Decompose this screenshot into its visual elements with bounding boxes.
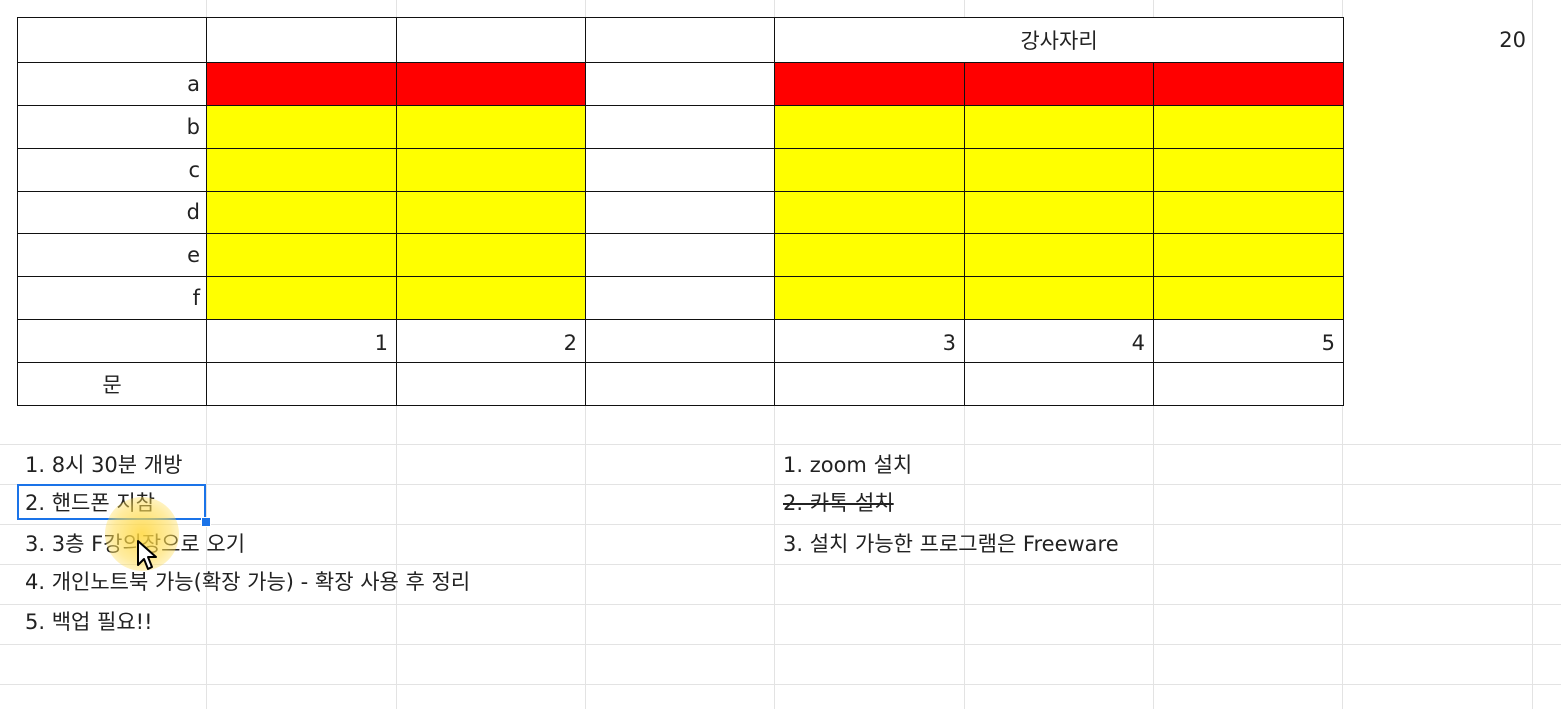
door-label[interactable]: 문: [17, 362, 207, 406]
cell[interactable]: [774, 362, 965, 406]
cell[interactable]: [206, 362, 397, 406]
count-cell[interactable]: 20: [1499, 28, 1526, 52]
seat-cell[interactable]: [396, 190, 586, 235]
note-cell[interactable]: 3. 설치 가능한 프로그램은 Freeware: [783, 532, 1119, 556]
seat-cell[interactable]: [964, 61, 1154, 106]
seat-cell[interactable]: [206, 190, 397, 235]
fill-handle[interactable]: [201, 517, 211, 527]
seat-cell[interactable]: [206, 233, 397, 278]
column-number[interactable]: 2: [396, 319, 586, 364]
seat-cell[interactable]: [964, 104, 1154, 149]
instructor-seat-label[interactable]: 강사자리: [773, 17, 1345, 63]
row-label[interactable]: b: [17, 104, 207, 149]
seat-row-d: d: [17, 190, 1345, 235]
seat-cell[interactable]: [774, 147, 965, 192]
row-label[interactable]: d: [17, 190, 207, 235]
seat-cell[interactable]: [964, 190, 1154, 235]
seat-cell[interactable]: [964, 276, 1154, 321]
row-label[interactable]: c: [17, 147, 207, 192]
seat-cell[interactable]: [396, 147, 586, 192]
cell[interactable]: [17, 17, 207, 63]
column-number[interactable]: 3: [774, 319, 965, 364]
seat-cell[interactable]: [1152, 233, 1345, 278]
aisle-cell[interactable]: [585, 190, 775, 235]
column-number-row: 1 2 3 4 5: [17, 319, 1345, 364]
seat-cell[interactable]: [1152, 61, 1345, 106]
column-number[interactable]: 4: [964, 319, 1154, 364]
seat-row-a: a: [17, 61, 1345, 106]
seat-cell[interactable]: [396, 61, 586, 106]
cell[interactable]: [585, 319, 775, 364]
note-cell[interactable]: 4. 개인노트북 가능(확장 가능) - 확장 사용 후 정리: [25, 570, 471, 594]
cell[interactable]: [17, 319, 207, 364]
seat-cell[interactable]: [1152, 276, 1345, 321]
seat-cell[interactable]: [774, 104, 965, 149]
note-cell[interactable]: 5. 백업 필요!!: [25, 610, 153, 634]
cell[interactable]: [1152, 362, 1345, 406]
mouse-pointer-icon: [136, 539, 162, 577]
cell[interactable]: [206, 17, 397, 63]
seat-cell[interactable]: [1152, 190, 1345, 235]
row-label[interactable]: a: [17, 61, 207, 106]
seat-cell[interactable]: [774, 276, 965, 321]
seat-cell[interactable]: [774, 61, 965, 106]
seat-row-f: f: [17, 276, 1345, 321]
cell[interactable]: [396, 362, 586, 406]
cell[interactable]: [396, 17, 586, 63]
seat-cell[interactable]: [396, 104, 586, 149]
seat-cell[interactable]: [774, 190, 965, 235]
cell[interactable]: [585, 17, 775, 63]
note-cell-struck[interactable]: 2. 카톡 설치: [783, 491, 894, 515]
seat-cell[interactable]: [206, 147, 397, 192]
aisle-cell[interactable]: [585, 104, 775, 149]
seat-cell[interactable]: [206, 104, 397, 149]
column-number[interactable]: 1: [206, 319, 397, 364]
seat-cell[interactable]: [206, 61, 397, 106]
door-row: 문: [17, 362, 1345, 406]
aisle-cell[interactable]: [585, 276, 775, 321]
seat-cell[interactable]: [396, 276, 586, 321]
seating-chart: 강사자리 a b c d e: [17, 17, 1345, 406]
seat-cell[interactable]: [206, 276, 397, 321]
aisle-cell[interactable]: [585, 61, 775, 106]
cell[interactable]: [585, 362, 775, 406]
aisle-cell[interactable]: [585, 233, 775, 278]
seat-cell[interactable]: [774, 233, 965, 278]
row-label[interactable]: f: [17, 276, 207, 321]
seat-cell[interactable]: [1152, 147, 1345, 192]
seat-cell[interactable]: [964, 147, 1154, 192]
seat-row-c: c: [17, 147, 1345, 192]
header-row: 강사자리: [17, 17, 1345, 63]
seat-cell[interactable]: [964, 233, 1154, 278]
row-label[interactable]: e: [17, 233, 207, 278]
seat-row-b: b: [17, 104, 1345, 149]
seat-row-e: e: [17, 233, 1345, 278]
column-number[interactable]: 5: [1152, 319, 1345, 364]
seat-cell[interactable]: [1152, 104, 1345, 149]
cell[interactable]: [964, 362, 1154, 406]
note-cell[interactable]: 1. zoom 설치: [783, 453, 913, 477]
note-cell[interactable]: 1. 8시 30분 개방: [25, 453, 183, 477]
seat-cell[interactable]: [396, 233, 586, 278]
aisle-cell[interactable]: [585, 147, 775, 192]
